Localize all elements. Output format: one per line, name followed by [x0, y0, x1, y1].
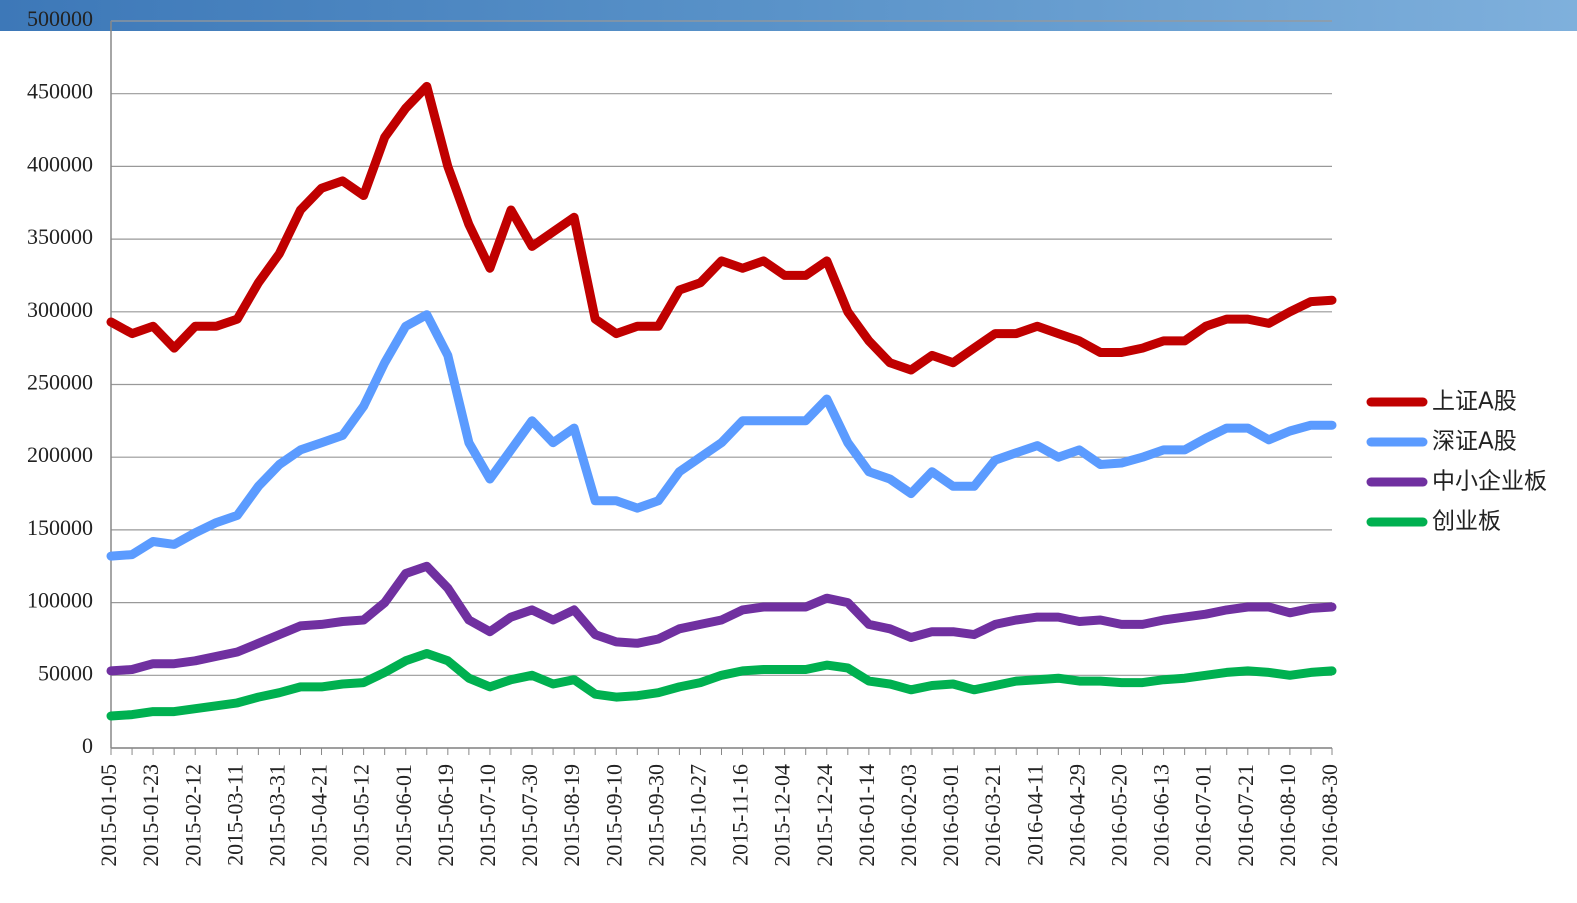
x-tick-label: 2016-03-21	[980, 764, 1005, 867]
x-tick-label: 2015-09-10	[601, 764, 626, 867]
x-tick-label: 2016-07-21	[1233, 764, 1258, 867]
x-tick-label: 2015-07-30	[517, 764, 542, 867]
y-tick-label: 300000	[27, 297, 93, 322]
x-tick-label: 2016-08-30	[1317, 764, 1342, 867]
x-tick-label: 2015-08-19	[559, 764, 584, 867]
x-tick-label: 2016-01-14	[854, 764, 879, 867]
x-tick-label: 2016-06-13	[1149, 764, 1174, 867]
x-tick-label: 2015-03-11	[222, 764, 247, 866]
x-tick-label: 2015-03-31	[264, 764, 289, 867]
x-tick-label: 2016-08-10	[1275, 764, 1300, 867]
x-tick-label: 2015-02-12	[180, 764, 205, 867]
legend-label: 中小企业板	[1432, 469, 1547, 495]
y-tick-label: 200000	[27, 442, 93, 467]
x-tick-label: 2015-11-16	[728, 764, 753, 866]
legend-label: 深证A股	[1432, 429, 1517, 455]
legend-label: 创业板	[1432, 509, 1501, 535]
x-tick-label: 2015-12-24	[812, 764, 837, 867]
x-tick-label: 2015-09-30	[643, 764, 668, 867]
y-tick-label: 100000	[27, 588, 93, 613]
y-tick-label: 0	[82, 733, 93, 758]
y-tick-label: 400000	[27, 151, 93, 176]
x-tick-label: 2016-04-29	[1064, 764, 1089, 867]
x-tick-label: 2015-06-01	[391, 764, 416, 867]
y-tick-label: 150000	[27, 515, 93, 540]
y-tick-label: 250000	[27, 370, 93, 395]
x-tick-label: 2015-10-27	[685, 764, 710, 867]
x-tick-label: 2015-04-21	[307, 764, 332, 867]
x-tick-label: 2015-06-19	[433, 764, 458, 867]
series-line	[106, 649, 1337, 721]
x-tick-label: 2016-03-01	[938, 764, 963, 867]
y-tick-label: 450000	[27, 79, 93, 104]
series-line	[106, 81, 1337, 375]
x-tick-label: 2016-05-20	[1107, 764, 1132, 867]
series-line	[106, 310, 1337, 561]
x-tick-label: 2016-07-01	[1191, 764, 1216, 867]
y-tick-label: 50000	[38, 660, 93, 685]
series-line	[106, 561, 1337, 676]
x-tick-label: 2016-04-11	[1022, 764, 1047, 866]
legend-label: 上证A股	[1432, 389, 1517, 415]
x-tick-label: 2015-01-05	[96, 764, 121, 867]
x-tick-label: 2015-05-12	[349, 764, 374, 867]
banner	[0, 0, 1577, 31]
x-tick-label: 2015-01-23	[138, 764, 163, 867]
y-tick-label: 350000	[27, 224, 93, 249]
x-tick-label: 2015-12-04	[770, 764, 795, 867]
x-tick-label: 2015-07-10	[475, 764, 500, 867]
x-tick-label: 2016-02-03	[896, 764, 921, 867]
y-tick-label: 500000	[27, 6, 93, 31]
